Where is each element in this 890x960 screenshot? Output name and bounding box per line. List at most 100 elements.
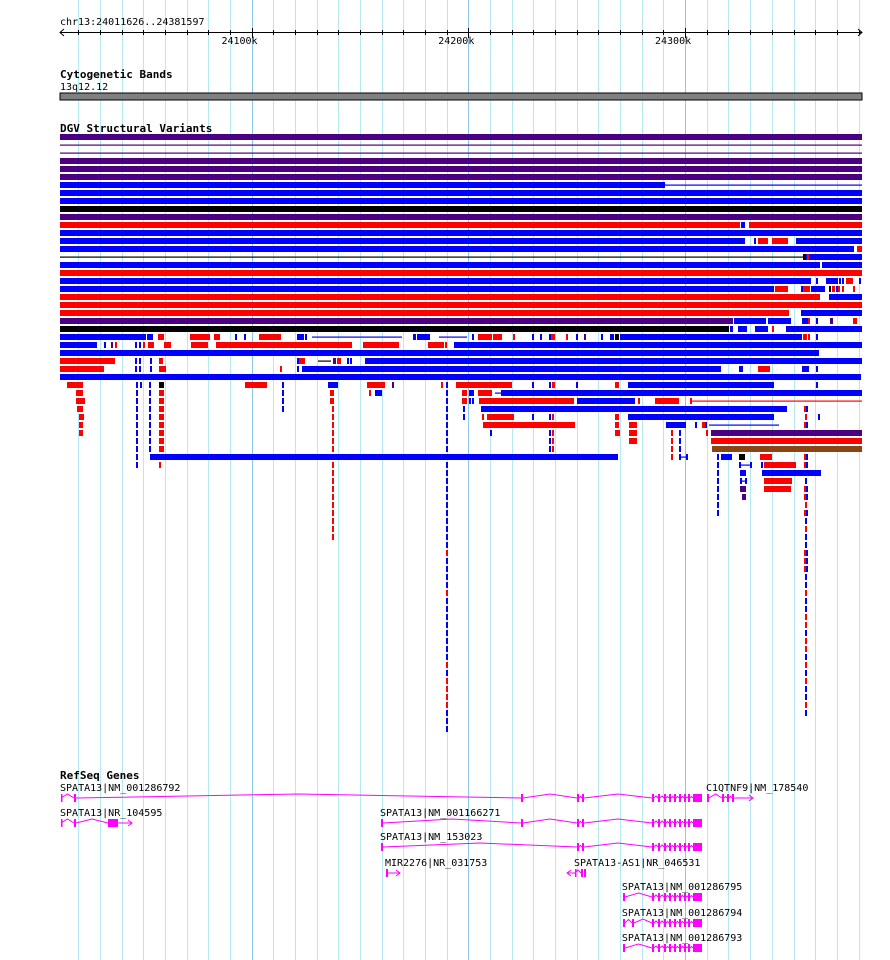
structural-variant[interactable]: [139, 366, 141, 372]
gene-label[interactable]: SPATA13|NR_104595: [60, 808, 162, 819]
structural-variant-span[interactable]: [318, 360, 331, 362]
structural-variant[interactable]: [150, 454, 618, 460]
structural-variant[interactable]: [363, 342, 399, 348]
structural-variant[interactable]: [638, 398, 640, 404]
structural-variant[interactable]: [446, 726, 448, 732]
structural-variant[interactable]: [796, 238, 862, 244]
structural-variant[interactable]: [758, 238, 768, 244]
structural-variant[interactable]: [805, 574, 807, 580]
structural-variant[interactable]: [552, 430, 554, 436]
structural-variant[interactable]: [136, 390, 138, 396]
structural-variant-span[interactable]: [679, 456, 688, 458]
structural-variant[interactable]: [472, 334, 474, 340]
structural-variant-span[interactable]: [495, 392, 501, 394]
structural-variant[interactable]: [337, 358, 341, 364]
structural-variant[interactable]: [60, 294, 820, 300]
scroll-left-arrow-icon[interactable]: [59, 28, 65, 37]
structural-variant[interactable]: [717, 486, 719, 492]
structural-variant[interactable]: [60, 270, 862, 276]
structural-variant[interactable]: [739, 454, 745, 460]
structural-variant[interactable]: [805, 654, 807, 660]
structural-variant[interactable]: [332, 478, 334, 484]
structural-variant[interactable]: [671, 446, 673, 452]
structural-variant[interactable]: [804, 454, 806, 460]
structural-variant[interactable]: [805, 414, 807, 420]
structural-variant[interactable]: [60, 190, 862, 196]
structural-variant[interactable]: [811, 286, 825, 292]
dgv-track-title[interactable]: DGV Structural Variants: [60, 122, 212, 135]
structural-variant[interactable]: [60, 286, 774, 292]
structural-variant[interactable]: [816, 366, 818, 372]
structural-variant[interactable]: [149, 430, 151, 436]
structural-variant[interactable]: [549, 438, 551, 444]
structural-variant[interactable]: [332, 518, 334, 524]
structural-variant[interactable]: [679, 446, 681, 452]
structural-variant[interactable]: [487, 414, 514, 420]
structural-variant[interactable]: [60, 182, 665, 188]
structural-variant[interactable]: [111, 342, 113, 348]
structural-variant[interactable]: [711, 438, 862, 444]
structural-variant[interactable]: [446, 462, 448, 468]
structural-variant[interactable]: [446, 670, 448, 676]
structural-variant[interactable]: [805, 582, 807, 588]
structural-variant[interactable]: [149, 422, 151, 428]
structural-variant[interactable]: [347, 358, 349, 364]
structural-variant[interactable]: [805, 542, 807, 548]
structural-variant[interactable]: [679, 430, 681, 436]
structural-variant[interactable]: [717, 454, 719, 460]
structural-variant[interactable]: [483, 422, 575, 428]
structural-variant[interactable]: [139, 358, 141, 364]
structural-variant[interactable]: [446, 510, 448, 516]
structural-variant[interactable]: [816, 278, 818, 284]
structural-variant[interactable]: [367, 382, 385, 388]
structural-variant[interactable]: [576, 334, 578, 340]
gene-label[interactable]: SPATA13|NM_001286792: [60, 783, 180, 794]
structural-variant[interactable]: [446, 646, 448, 652]
structural-variant[interactable]: [803, 334, 807, 340]
structural-variant[interactable]: [159, 430, 164, 436]
structural-variant[interactable]: [446, 526, 448, 532]
structural-variant[interactable]: [552, 414, 554, 420]
structural-variant[interactable]: [686, 454, 688, 460]
structural-variant[interactable]: [549, 446, 551, 452]
structural-variant[interactable]: [299, 358, 305, 364]
structural-variant[interactable]: [717, 510, 719, 516]
structural-variant[interactable]: [816, 318, 818, 324]
structural-variant[interactable]: [671, 454, 673, 460]
structural-variant[interactable]: [191, 342, 208, 348]
structural-variant[interactable]: [159, 366, 166, 372]
structural-variant[interactable]: [446, 662, 448, 668]
structural-variant[interactable]: [501, 390, 862, 396]
structural-variant[interactable]: [804, 406, 806, 412]
structural-variant[interactable]: [764, 486, 791, 492]
structural-variant[interactable]: [159, 422, 164, 428]
structural-variant[interactable]: [446, 558, 448, 564]
structural-variant[interactable]: [446, 446, 448, 452]
structural-variant[interactable]: [717, 502, 719, 508]
cytoband-track-title[interactable]: Cytogenetic Bands: [60, 68, 173, 81]
structural-variant[interactable]: [549, 430, 551, 436]
gene-label[interactable]: C1QTNF9|NM_178540: [706, 783, 808, 794]
structural-variant[interactable]: [804, 566, 806, 572]
structural-variant[interactable]: [454, 342, 862, 348]
structural-variant[interactable]: [802, 318, 808, 324]
structural-variant[interactable]: [60, 278, 811, 284]
structural-variant[interactable]: [216, 342, 352, 348]
structural-variant[interactable]: [712, 446, 862, 452]
structural-variant[interactable]: [806, 454, 808, 460]
structural-variant[interactable]: [60, 158, 862, 164]
structural-variant[interactable]: [764, 462, 796, 468]
gene-model[interactable]: SPATA13|NM_153023: [380, 832, 702, 851]
structural-variant[interactable]: [761, 462, 763, 468]
structural-variant[interactable]: [478, 334, 492, 340]
gene-label[interactable]: SPATA13|NM_001286794: [622, 908, 742, 919]
structural-variant[interactable]: [136, 446, 138, 452]
structural-variant[interactable]: [60, 206, 862, 212]
structural-variant[interactable]: [446, 710, 448, 716]
structural-variant[interactable]: [446, 678, 448, 684]
structural-variant[interactable]: [804, 486, 806, 492]
structural-variant[interactable]: [804, 494, 806, 500]
structural-variant[interactable]: [629, 430, 637, 436]
gene-model[interactable]: SPATA13-AS1|NR_046531: [566, 858, 700, 877]
structural-variant[interactable]: [721, 454, 732, 460]
